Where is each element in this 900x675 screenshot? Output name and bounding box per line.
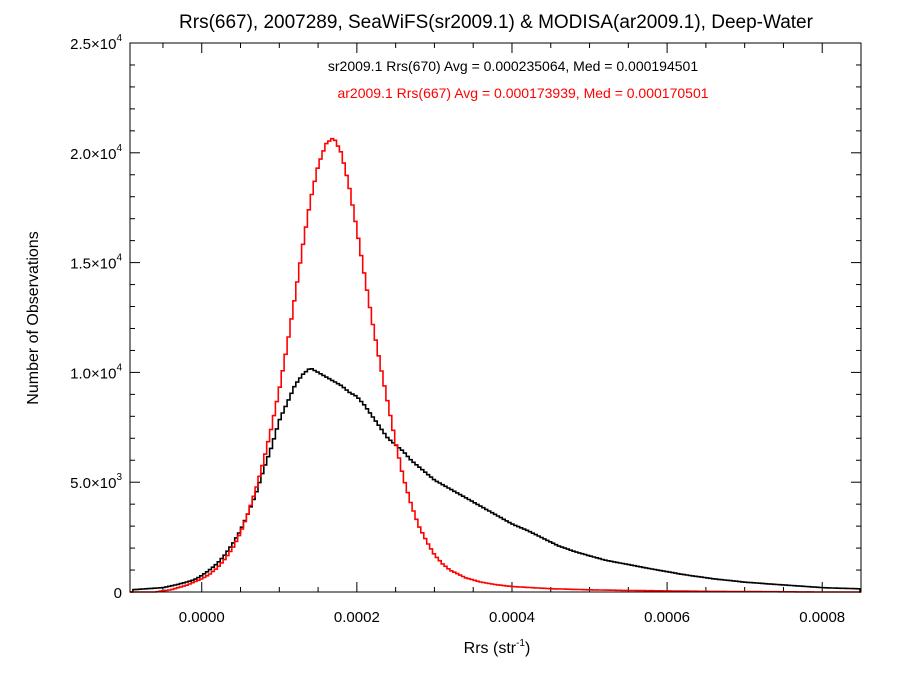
y-tick-label-mantissa: 2.5×10 bbox=[70, 36, 116, 53]
series-modisa-histogram bbox=[130, 137, 861, 593]
y-tick-label: 1.0×104 bbox=[70, 362, 122, 382]
y-tick-label-mantissa: 0 bbox=[114, 585, 122, 602]
y-tick-label-exponent: 4 bbox=[116, 33, 122, 44]
y-tick-label-exponent: 4 bbox=[116, 362, 122, 373]
x-tick-label: 0.0000 bbox=[179, 609, 225, 626]
y-tick-label: 0 bbox=[114, 585, 122, 602]
legend-entry-seawifs: sr2009.1 Rrs(670) Avg = 0.000235064, Med… bbox=[328, 58, 698, 74]
y-tick-label-exponent: 4 bbox=[116, 253, 122, 264]
x-tick-label: 0.0002 bbox=[334, 609, 380, 626]
x-axis-label: Rrs (str-1) bbox=[464, 638, 531, 657]
y-tick-label-mantissa: 2.0×10 bbox=[70, 146, 116, 163]
y-tick-label: 5.0×103 bbox=[70, 472, 122, 492]
y-tick-label-exponent: 4 bbox=[116, 143, 122, 154]
y-tick-label: 2.5×104 bbox=[70, 33, 122, 53]
x-axis-label-main: Rrs (str bbox=[464, 640, 517, 657]
chart-title: Rrs(667), 2007289, SeaWiFS(sr2009.1) & M… bbox=[179, 12, 814, 33]
y-tick-label-mantissa: 1.0×10 bbox=[70, 365, 116, 382]
x-tick-label: 0.0004 bbox=[489, 609, 535, 626]
y-tick-label-mantissa: 5.0×10 bbox=[70, 475, 116, 492]
x-axis-label-end: ) bbox=[525, 640, 530, 657]
plot-frame bbox=[129, 42, 862, 593]
y-tick-label: 2.0×104 bbox=[70, 143, 122, 163]
x-tick-label: 0.0008 bbox=[799, 609, 845, 626]
y-tick-label: 1.5×104 bbox=[70, 253, 122, 273]
legend-entry-modisa: ar2009.1 Rrs(667) Avg = 0.000173939, Med… bbox=[337, 85, 708, 101]
y-axis-label: Number of Observations bbox=[25, 231, 42, 404]
x-axis-label-superscript: -1 bbox=[516, 638, 525, 649]
x-tick-label: 0.0006 bbox=[644, 609, 690, 626]
y-tick-label-exponent: 3 bbox=[116, 472, 122, 483]
x-axis: 0.0000 0.0002 0.0004 0.0006 0.0008 bbox=[162, 43, 845, 626]
y-tick-label-mantissa: 1.5×10 bbox=[70, 256, 116, 273]
